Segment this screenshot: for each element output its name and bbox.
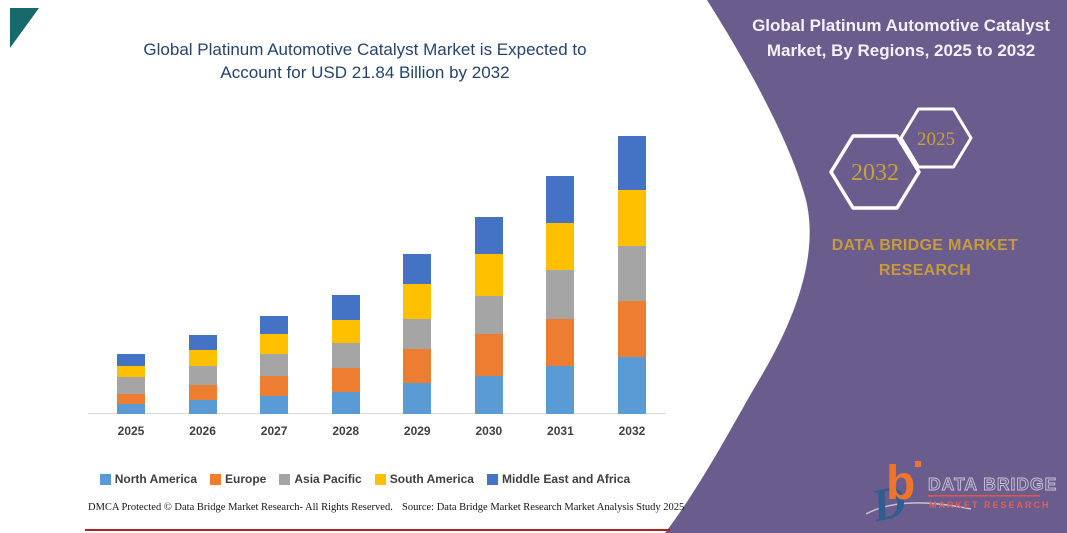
bar-segment-europe xyxy=(546,318,575,366)
bar-segment-north-america xyxy=(474,375,503,414)
legend-label: Middle East and Africa xyxy=(501,472,631,486)
legend-label: North America xyxy=(114,472,198,486)
x-axis-label: 2029 xyxy=(403,424,431,438)
bar-segment-middle-east-and-africa xyxy=(117,354,145,366)
legend-item: Middle East and Africa xyxy=(486,472,631,486)
bar-segment-asia-pacific xyxy=(117,377,145,394)
logo-text-top: DATA BRIDGE xyxy=(928,474,1057,494)
bar-segment-north-america xyxy=(617,357,646,414)
bar-segment-asia-pacific xyxy=(188,365,217,385)
x-axis-line xyxy=(88,413,666,414)
plot-area: 2025 2026 2027 2028 2029 2030 2031 2032 xyxy=(88,136,666,438)
hexagon-2032-label: 2032 xyxy=(851,160,899,186)
x-axis-label: 2032 xyxy=(618,424,646,438)
hexagon-badges: 2032 2025 xyxy=(829,107,973,210)
x-axis-label: 2025 xyxy=(117,424,145,438)
brand-name-line2: RESEARCH xyxy=(878,262,972,279)
bar-segment-north-america xyxy=(260,396,289,414)
bar-segment-middle-east-and-africa xyxy=(260,316,289,334)
legend-item: Europe xyxy=(210,472,266,486)
bar-segment-north-america xyxy=(188,400,217,414)
legend-label: Europe xyxy=(225,472,267,486)
x-axis-label: 2026 xyxy=(189,424,216,438)
legend-item: North America xyxy=(99,472,198,486)
bar-segment-europe xyxy=(117,393,145,404)
bar-segment-europe xyxy=(331,368,360,393)
bar-segment-middle-east-and-africa xyxy=(403,253,432,285)
company-logo: D b DATA BRIDGE MARKET RESEARCH xyxy=(866,457,1057,530)
panel-heading-line1: Global Platinum Automotive Catalyst xyxy=(752,16,1050,35)
bar-segment-asia-pacific xyxy=(260,354,289,376)
legend-item: Asia Pacific xyxy=(279,472,362,486)
bar-segment-north-america xyxy=(403,383,432,414)
bar-segment-middle-east-and-africa xyxy=(617,136,646,191)
logo-dot xyxy=(915,461,921,467)
bar-segment-middle-east-and-africa xyxy=(474,216,503,254)
bar-segment-middle-east-and-africa xyxy=(331,294,360,320)
bar-segment-europe xyxy=(188,384,217,401)
bar-segment-south-america xyxy=(474,253,503,296)
footer-source: Source: Data Bridge Market Research Mark… xyxy=(402,502,685,513)
bar-segment-north-america xyxy=(117,403,145,414)
hexagon-2025-label: 2025 xyxy=(917,129,955,150)
bar-segment-middle-east-and-africa xyxy=(546,176,575,224)
bar-segment-asia-pacific xyxy=(403,318,432,350)
logo-divider-line xyxy=(928,495,1040,497)
bar-segment-south-america xyxy=(188,350,217,366)
bar-segment-europe xyxy=(403,349,432,384)
chart-legend: North America Europe Asia Pacific South Ame… xyxy=(55,472,675,486)
x-axis-label: 2027 xyxy=(260,424,288,438)
bar-segment-south-america xyxy=(403,284,432,319)
hexagon-2032-outline xyxy=(829,134,921,210)
footer-copyright: DMCA Protected © Data Bridge Market Rese… xyxy=(88,502,393,513)
logo-swoosh xyxy=(866,502,972,515)
bar-segment-north-america xyxy=(331,392,360,414)
legend-label: Asia Pacific xyxy=(294,472,362,486)
legend-swatch-icon xyxy=(279,473,291,485)
legend-label: South America xyxy=(389,472,474,486)
logo-text-bottom: MARKET RESEARCH xyxy=(929,500,1051,510)
bar-segment-asia-pacific xyxy=(331,342,360,369)
chart-title: Global Platinum Automotive Catalyst Mark… xyxy=(95,38,635,84)
bar-segment-north-america xyxy=(546,365,575,414)
brand-name: DATA BRIDGE MARKET RESEARCH xyxy=(790,233,1060,283)
bar-segment-europe xyxy=(474,333,503,376)
bar-segment-middle-east-and-africa xyxy=(188,335,217,351)
bar-segment-south-america xyxy=(331,319,360,343)
legend-swatch-icon xyxy=(374,473,386,485)
bar-segment-asia-pacific xyxy=(617,245,646,302)
bar-segment-south-america xyxy=(546,223,575,271)
bar-segment-europe xyxy=(260,375,289,397)
panel-heading: Global Platinum Automotive Catalyst Mark… xyxy=(740,13,1062,63)
chart-title-line2: Account for USD 21.84 Billion by 2032 xyxy=(220,63,510,82)
legend-swatch-icon xyxy=(99,473,111,485)
panel-heading-line2: Market, By Regions, 2025 to 2032 xyxy=(766,41,1036,60)
brand-name-line1: DATA BRIDGE MARKET xyxy=(831,237,1019,254)
logo-letter-b-icon: b xyxy=(886,457,915,510)
x-axis-label: 2028 xyxy=(332,424,360,438)
bar-segment-asia-pacific xyxy=(546,270,575,319)
legend-item: South America xyxy=(374,472,474,486)
legend-swatch-icon xyxy=(486,473,498,485)
bar-segment-europe xyxy=(617,301,646,358)
bar-segment-south-america xyxy=(617,190,646,246)
chart-title-line1: Global Platinum Automotive Catalyst Mark… xyxy=(143,40,587,59)
legend-swatch-icon xyxy=(210,473,222,485)
bottom-accent-line xyxy=(85,529,670,531)
bar-segment-south-america xyxy=(117,365,145,378)
bar-segment-asia-pacific xyxy=(474,295,503,334)
corner-triangle-decoration xyxy=(10,8,39,48)
bar-segment-south-america xyxy=(260,333,289,355)
x-axis-label: 2031 xyxy=(547,424,574,438)
x-axis-label: 2030 xyxy=(475,424,503,438)
hexagon-2025-outline xyxy=(899,107,973,169)
